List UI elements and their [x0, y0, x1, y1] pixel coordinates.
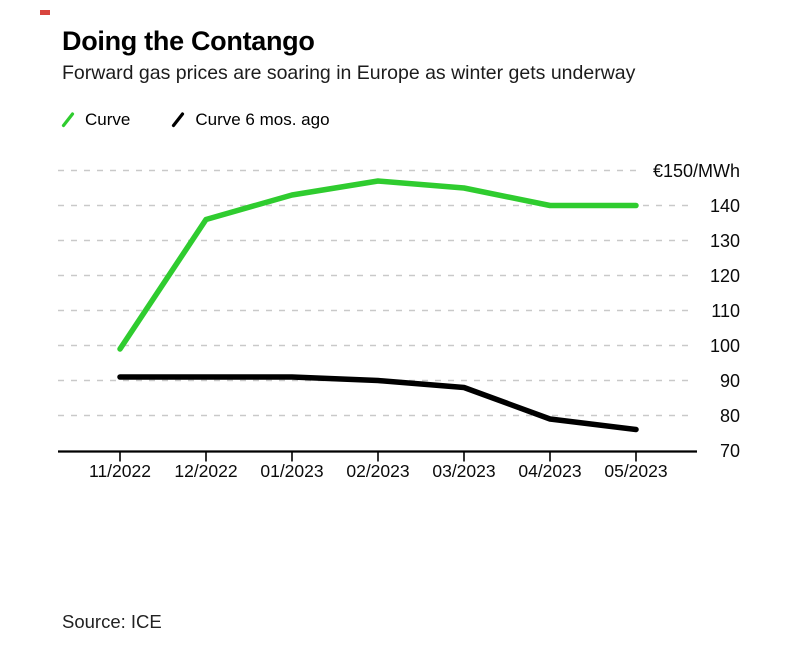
legend-item-curve-6-mos-ago: Curve 6 mos. ago: [170, 110, 330, 130]
y-tick-label-70: 70: [720, 441, 740, 461]
series-line-curve-6-mos-ago: [117, 374, 639, 433]
x-tick-label-12/2022: 12/2022: [174, 461, 237, 481]
x-tick-label-03/2023: 03/2023: [432, 461, 495, 481]
y-tick-label-90: 90: [720, 371, 740, 391]
x-tick-label-05/2023: 05/2023: [604, 461, 667, 481]
y-tick-label-80: 80: [720, 406, 740, 426]
y-tick-label-110: 110: [711, 301, 740, 321]
x-tick-label-01/2023: 01/2023: [260, 461, 323, 481]
legend-label-curve: Curve: [85, 110, 131, 129]
x-tick-label-04/2023: 04/2023: [518, 461, 581, 481]
x-tick-label-11/2022: 11/2022: [89, 461, 151, 481]
legend-item-curve: Curve: [60, 110, 130, 130]
page-title: Doing the Contango: [62, 26, 315, 56]
curve-6-mos-ago-swatch-icon: [172, 112, 185, 128]
y-axis-unit-label: €150/MWh: [653, 161, 740, 181]
red-corner-mark: [40, 10, 50, 15]
y-tick-label-130: 130: [710, 231, 740, 251]
page-subtitle: Forward gas prices are soaring in Europe…: [62, 62, 636, 84]
red-corner-mark-shape: [40, 10, 50, 15]
source-attribution: Source: ICE: [62, 611, 162, 632]
curve-swatch-icon: [61, 112, 75, 128]
chart-legend: Curve Curve 6 mos. ago: [60, 110, 330, 130]
y-tick-label-140: 140: [710, 196, 740, 216]
legend-label-curve-6-mos-ago: Curve 6 mos. ago: [195, 110, 330, 129]
series-line-curve: [117, 178, 639, 352]
x-tick-label-02/2023: 02/2023: [346, 461, 409, 481]
y-tick-label-100: 100: [710, 336, 740, 356]
y-tick-label-120: 120: [710, 266, 740, 286]
